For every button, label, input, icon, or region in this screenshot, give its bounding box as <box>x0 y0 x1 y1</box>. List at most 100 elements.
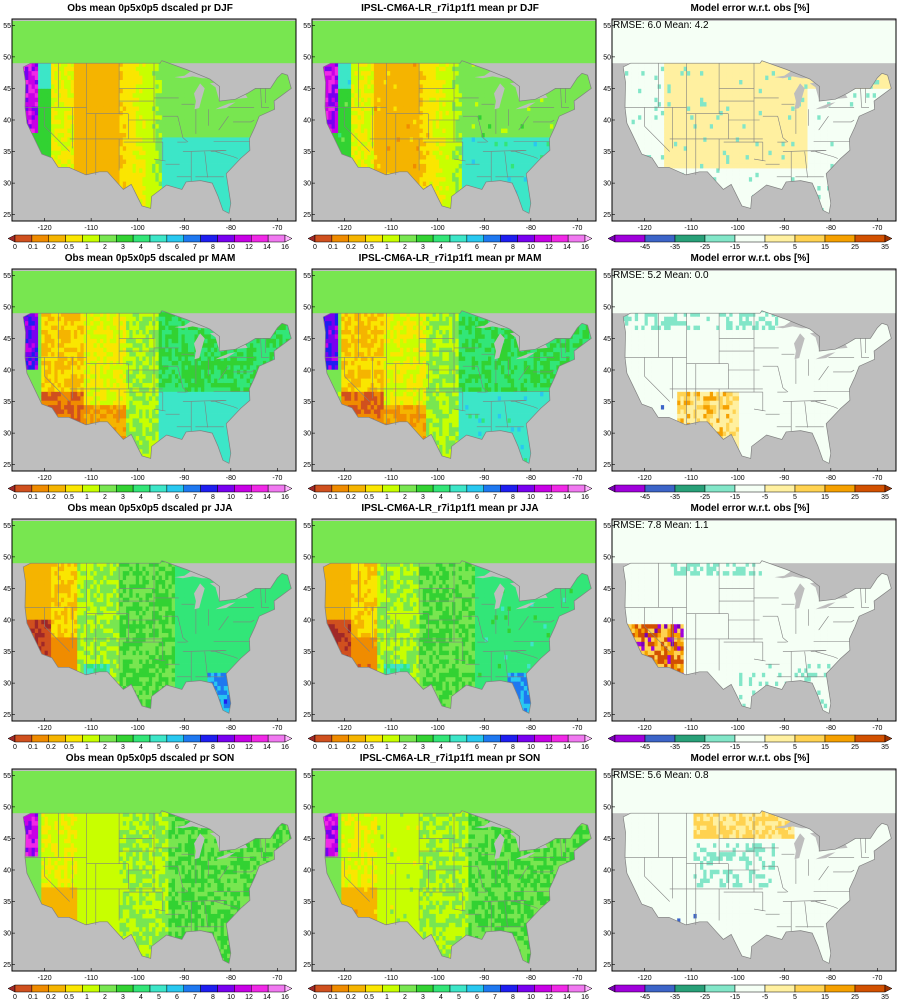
colorbar-bin <box>432 734 451 743</box>
lon-tick-label: -110 <box>684 225 698 232</box>
panel-title: Obs mean 0p5x0p5 dscaled pr MAM <box>0 253 300 264</box>
colorbar-bin <box>567 484 586 493</box>
colorbar-bin <box>331 484 349 493</box>
colorbar-label: 4 <box>139 494 143 500</box>
map-panel-obs-mam: 25 30 35 40 45 50 55 -120 -110 -100 -90 -80 -70 0 0.1 0… <box>0 250 300 500</box>
colorbar-bin <box>432 484 451 493</box>
lon-tick-label: -110 <box>384 725 398 732</box>
lon-tick-label: -90 <box>179 225 189 232</box>
colorbar-bin <box>704 484 736 493</box>
lat-tick-label: 50 <box>303 304 311 311</box>
colorbar-label: 16 <box>581 994 589 1000</box>
lon-tick-label: -90 <box>479 975 489 982</box>
colorbar-label: 0.2 <box>346 994 356 1000</box>
lon-tick-label: -120 <box>338 225 352 232</box>
colorbar-label: 0.5 <box>364 494 374 500</box>
colorbar-bin <box>314 484 333 493</box>
lon-tick-label: -110 <box>384 225 398 232</box>
colorbar-bin <box>500 734 518 743</box>
colorbar-label: 10 <box>527 494 535 500</box>
colorbar-bin <box>854 984 886 993</box>
colorbar-bin <box>149 484 168 493</box>
colorbar-label: 3 <box>121 994 125 1000</box>
colorbar-bin <box>348 484 366 493</box>
lon-tick-label: -110 <box>384 475 398 482</box>
colorbar-label: 15 <box>821 244 829 250</box>
colorbar-bin <box>517 234 535 243</box>
lon-tick-label: -90 <box>179 975 189 982</box>
colorbar-bin <box>466 734 484 743</box>
colorbar-bin <box>500 484 518 493</box>
lat-tick-label: 50 <box>3 554 11 561</box>
colorbar-bin <box>183 484 201 493</box>
colorbar-bin <box>200 234 218 243</box>
lat-tick-label: 55 <box>303 273 311 280</box>
lon-tick-label: -70 <box>272 225 282 232</box>
lon-tick-label: -100 <box>431 725 445 732</box>
colorbar-bin <box>432 984 451 993</box>
colorbar-label: 5 <box>793 494 797 500</box>
panel-title: Model error w.r.t. obs [%] <box>600 503 900 514</box>
colorbar-bin <box>794 234 826 243</box>
lat-tick-label: 30 <box>303 181 311 188</box>
colorbar-bin <box>567 734 586 743</box>
colorbar-label: 15 <box>821 494 829 500</box>
colorbar-bin <box>824 484 856 493</box>
colorbar-label: 14 <box>263 244 271 250</box>
map-panel-model-djf: 25 30 35 40 45 50 55 -120 -110 -100 -90 -80 -70 0 0.1 0… <box>300 0 600 250</box>
colorbar-label: 0.5 <box>64 994 74 1000</box>
colorbar-label: 0.1 <box>328 994 338 1000</box>
colorbar-label: 4 <box>439 244 443 250</box>
colorbar-label: 1 <box>85 994 89 1000</box>
colorbar-bin <box>132 734 151 743</box>
colorbar-bin <box>166 234 184 243</box>
lat-tick-label: 45 <box>3 336 11 343</box>
colorbar-bin <box>149 984 168 993</box>
lat-tick-label: 55 <box>3 773 11 780</box>
colorbar-label: 12 <box>245 244 253 250</box>
colorbar-bin <box>132 484 151 493</box>
lat-tick-label: 45 <box>303 336 311 343</box>
lon-tick-label: -110 <box>84 225 98 232</box>
colorbar-label: 3 <box>121 244 125 250</box>
colorbar-bin <box>449 234 468 243</box>
panel-title: Obs mean 0p5x0p5 dscaled pr DJF <box>0 3 300 14</box>
lon-tick-label: -90 <box>479 725 489 732</box>
lat-tick-label: 35 <box>3 399 11 406</box>
colorbar-label: 10 <box>527 994 535 1000</box>
lat-tick-label: 30 <box>3 681 11 688</box>
precip-colorbar: 0 0.1 0.2 0.5 1 2 3 4 5 6 7 8 10 12 14 16 <box>307 234 593 250</box>
lat-tick-label: 30 <box>303 431 311 438</box>
colorbar-bin <box>551 234 569 243</box>
lat-tick-label: 45 <box>603 86 611 93</box>
colorbar-bin <box>217 984 235 993</box>
colorbar-label: 5 <box>157 994 161 1000</box>
colorbar-bin <box>314 984 333 993</box>
colorbar-bin <box>234 234 252 243</box>
error-colorbar: -45-35-25-15-5515253545 <box>607 734 893 750</box>
lon-tick-label: -70 <box>872 475 882 482</box>
colorbar-label: -45 <box>640 994 650 1000</box>
rmse-mean-stats: RMSE: 7.8 Mean: 1.1 <box>613 520 709 531</box>
colorbar-label: 8 <box>511 994 515 1000</box>
colorbar-label: 16 <box>581 744 589 750</box>
colorbar-label: 3 <box>421 244 425 250</box>
lat-tick-label: 25 <box>3 962 11 969</box>
lat-tick-label: 35 <box>303 649 311 656</box>
colorbar-label: 10 <box>527 244 535 250</box>
colorbar-label: 6 <box>475 744 479 750</box>
lon-tick-label: -80 <box>826 225 836 232</box>
lat-tick-label: 55 <box>603 273 611 280</box>
colorbar-bin <box>734 234 766 243</box>
lon-tick-label: -70 <box>272 475 282 482</box>
colorbar-label: 7 <box>493 494 497 500</box>
lon-tick-label: -110 <box>384 975 398 982</box>
lon-tick-label: -110 <box>684 475 698 482</box>
colorbar-bin <box>82 734 100 743</box>
colorbar-bin <box>234 734 252 743</box>
colorbar-label: 25 <box>851 994 859 1000</box>
